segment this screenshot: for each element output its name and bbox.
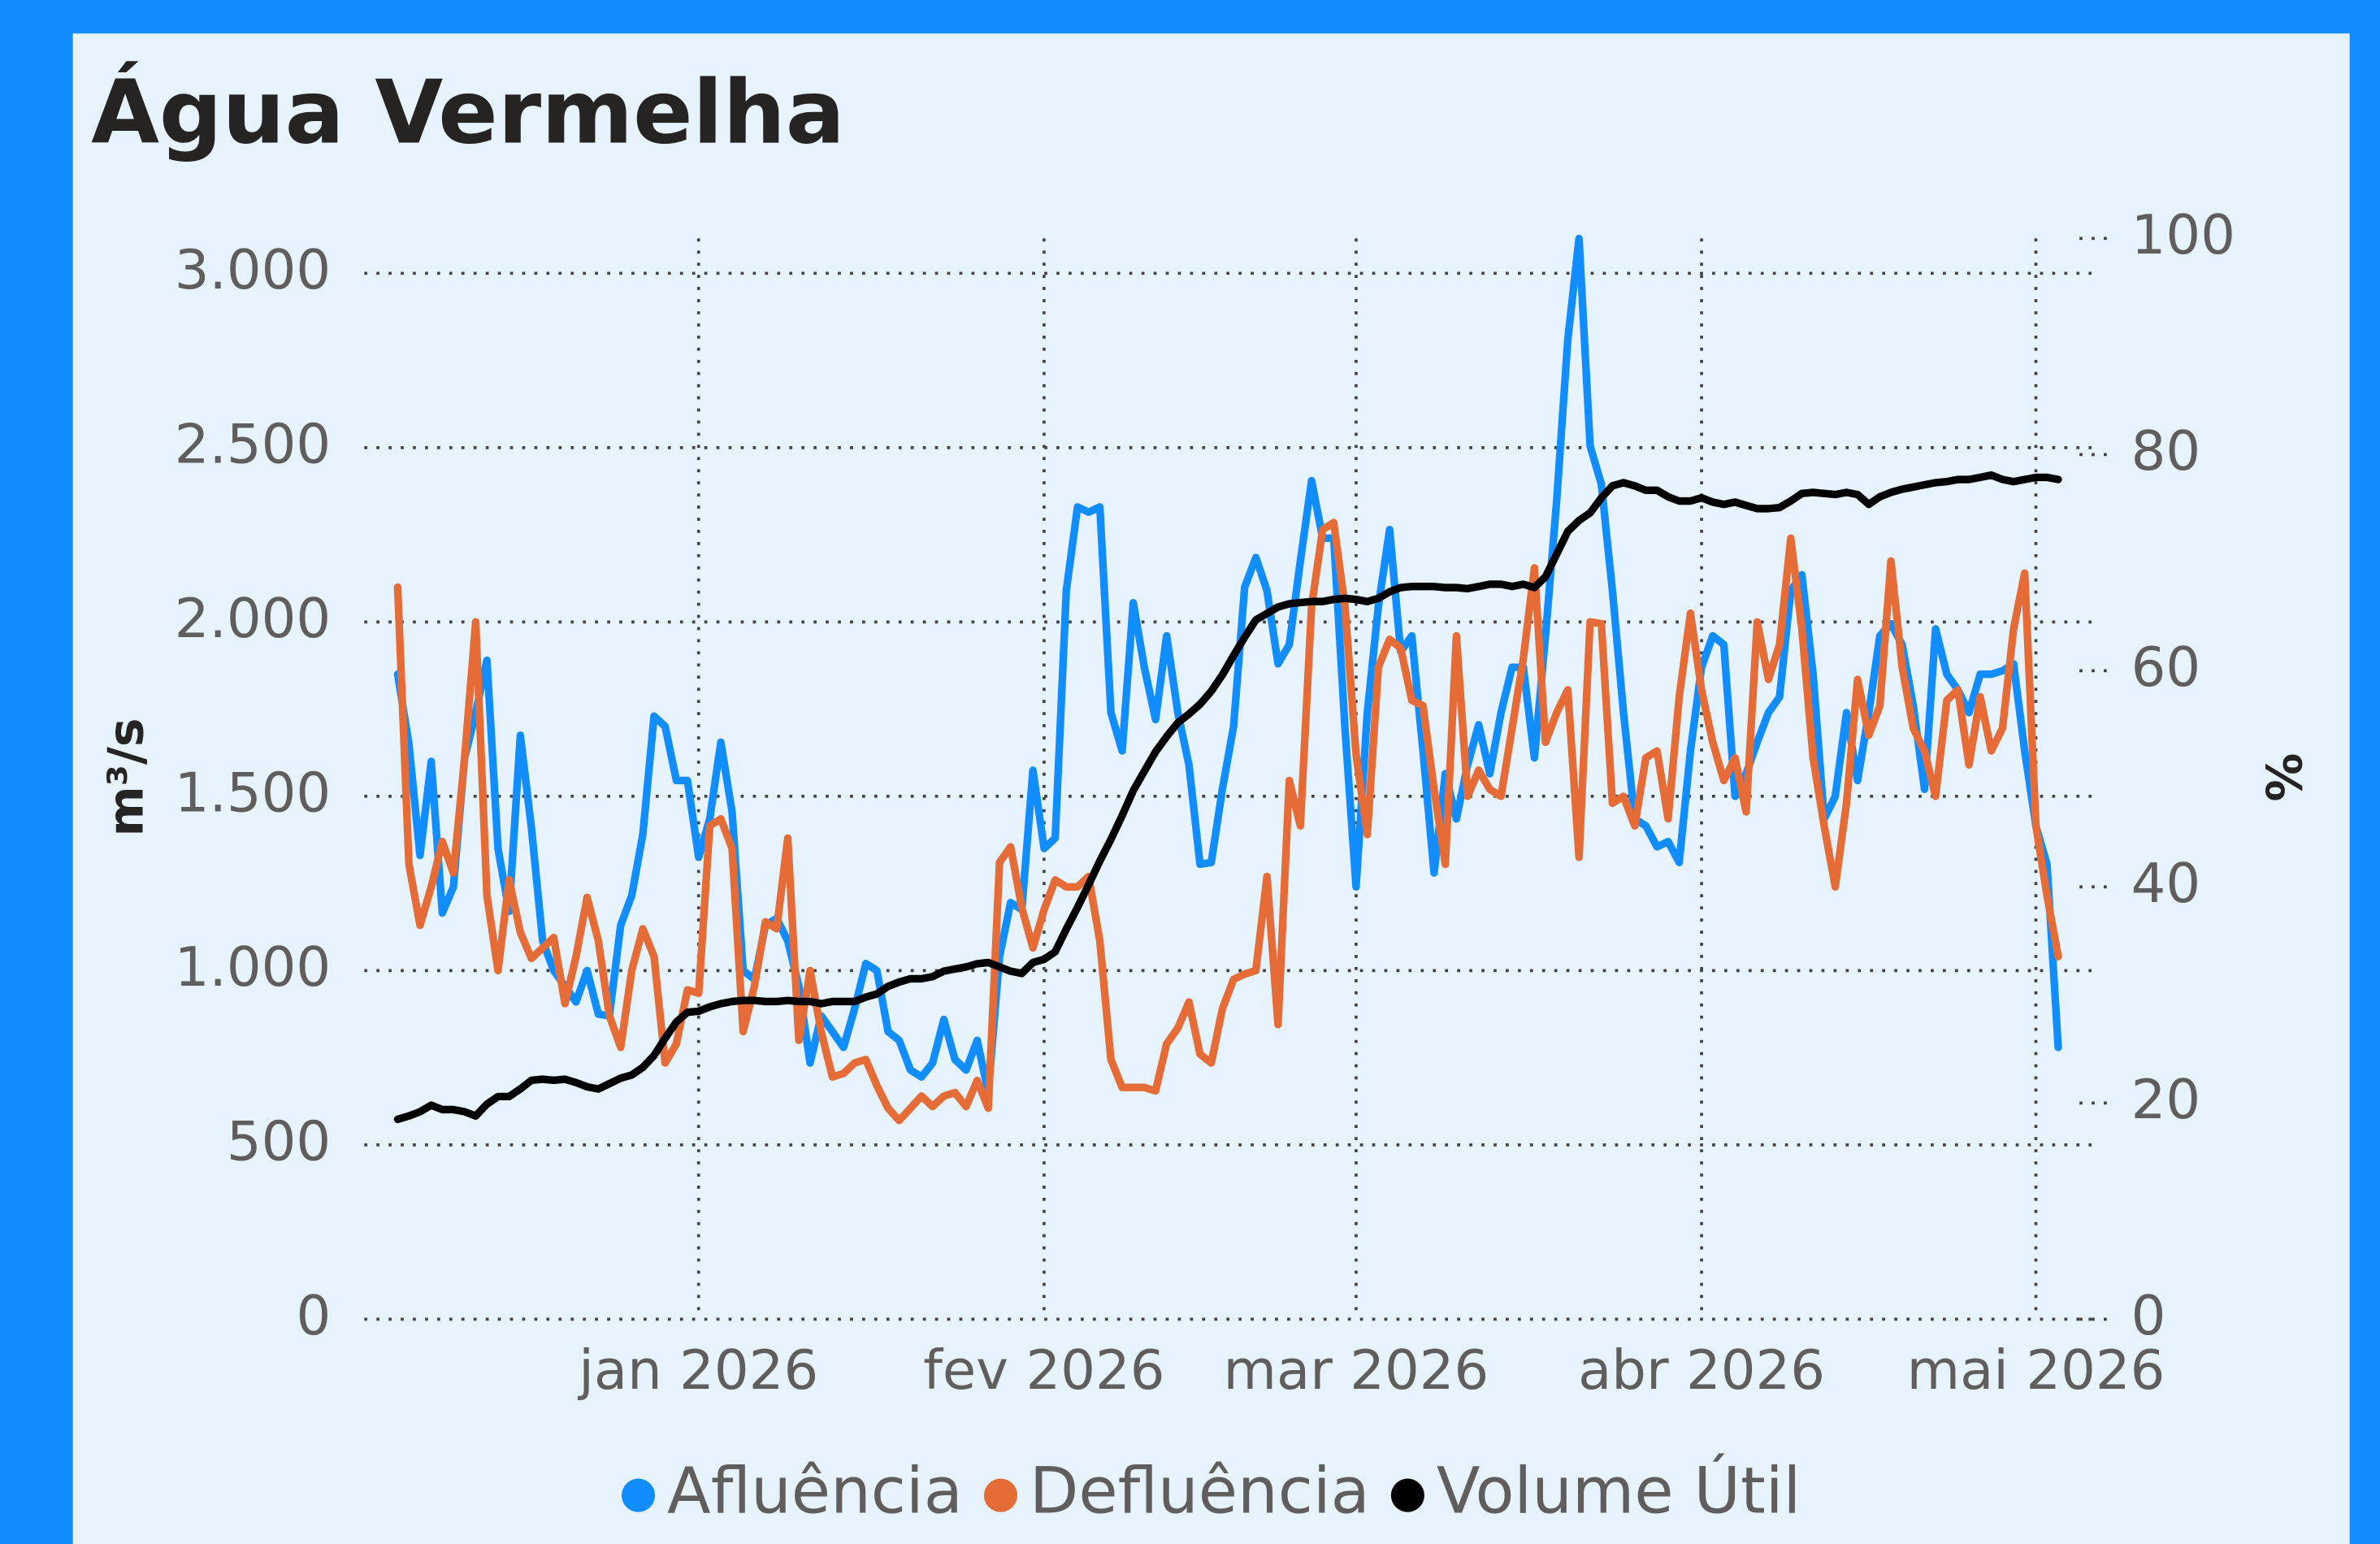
x-tick-label: jan 2026 — [577, 1338, 818, 1402]
y2-axis-label: % — [2254, 753, 2310, 802]
y-tick-label: 1.000 — [175, 935, 331, 999]
x-tick-label: mar 2026 — [1224, 1338, 1489, 1402]
y-tick-label: 2.000 — [175, 587, 331, 650]
y2-tick-label: 0 — [2131, 1284, 2166, 1347]
y-tick-label: 0 — [296, 1284, 331, 1347]
legend-label: Afluência — [667, 1454, 963, 1529]
y2-tick-label: 100 — [2131, 203, 2235, 267]
x-tick-label: abr 2026 — [1578, 1338, 1825, 1402]
x-tick-label: fev 2026 — [923, 1338, 1164, 1402]
y-tick-label: 3.000 — [175, 238, 331, 301]
series-line — [393, 518, 2062, 1125]
y-tick-label: 2.500 — [175, 412, 331, 475]
legend-label: Defluência — [1030, 1454, 1370, 1529]
y-tick-label: 1.500 — [175, 761, 331, 824]
legend-marker — [621, 1478, 656, 1512]
panel — [72, 33, 2350, 1544]
y2-tick-label: 80 — [2131, 419, 2201, 483]
legend-marker — [983, 1478, 1018, 1512]
legend-label: Volume Útil — [1437, 1454, 1801, 1529]
y2-tick-label: 60 — [2131, 635, 2201, 699]
x-tick-label: mai 2026 — [1907, 1338, 2165, 1402]
legend-marker — [1390, 1478, 1424, 1512]
y-axis-label: m³/s — [98, 718, 154, 837]
y2-tick-label: 20 — [2131, 1068, 2201, 1131]
y2-tick-label: 40 — [2131, 852, 2201, 915]
chart-title: Água Vermelha — [91, 61, 845, 164]
y-tick-label: 500 — [227, 1109, 331, 1173]
series-line — [393, 471, 2062, 1124]
series-line — [393, 234, 2062, 1097]
